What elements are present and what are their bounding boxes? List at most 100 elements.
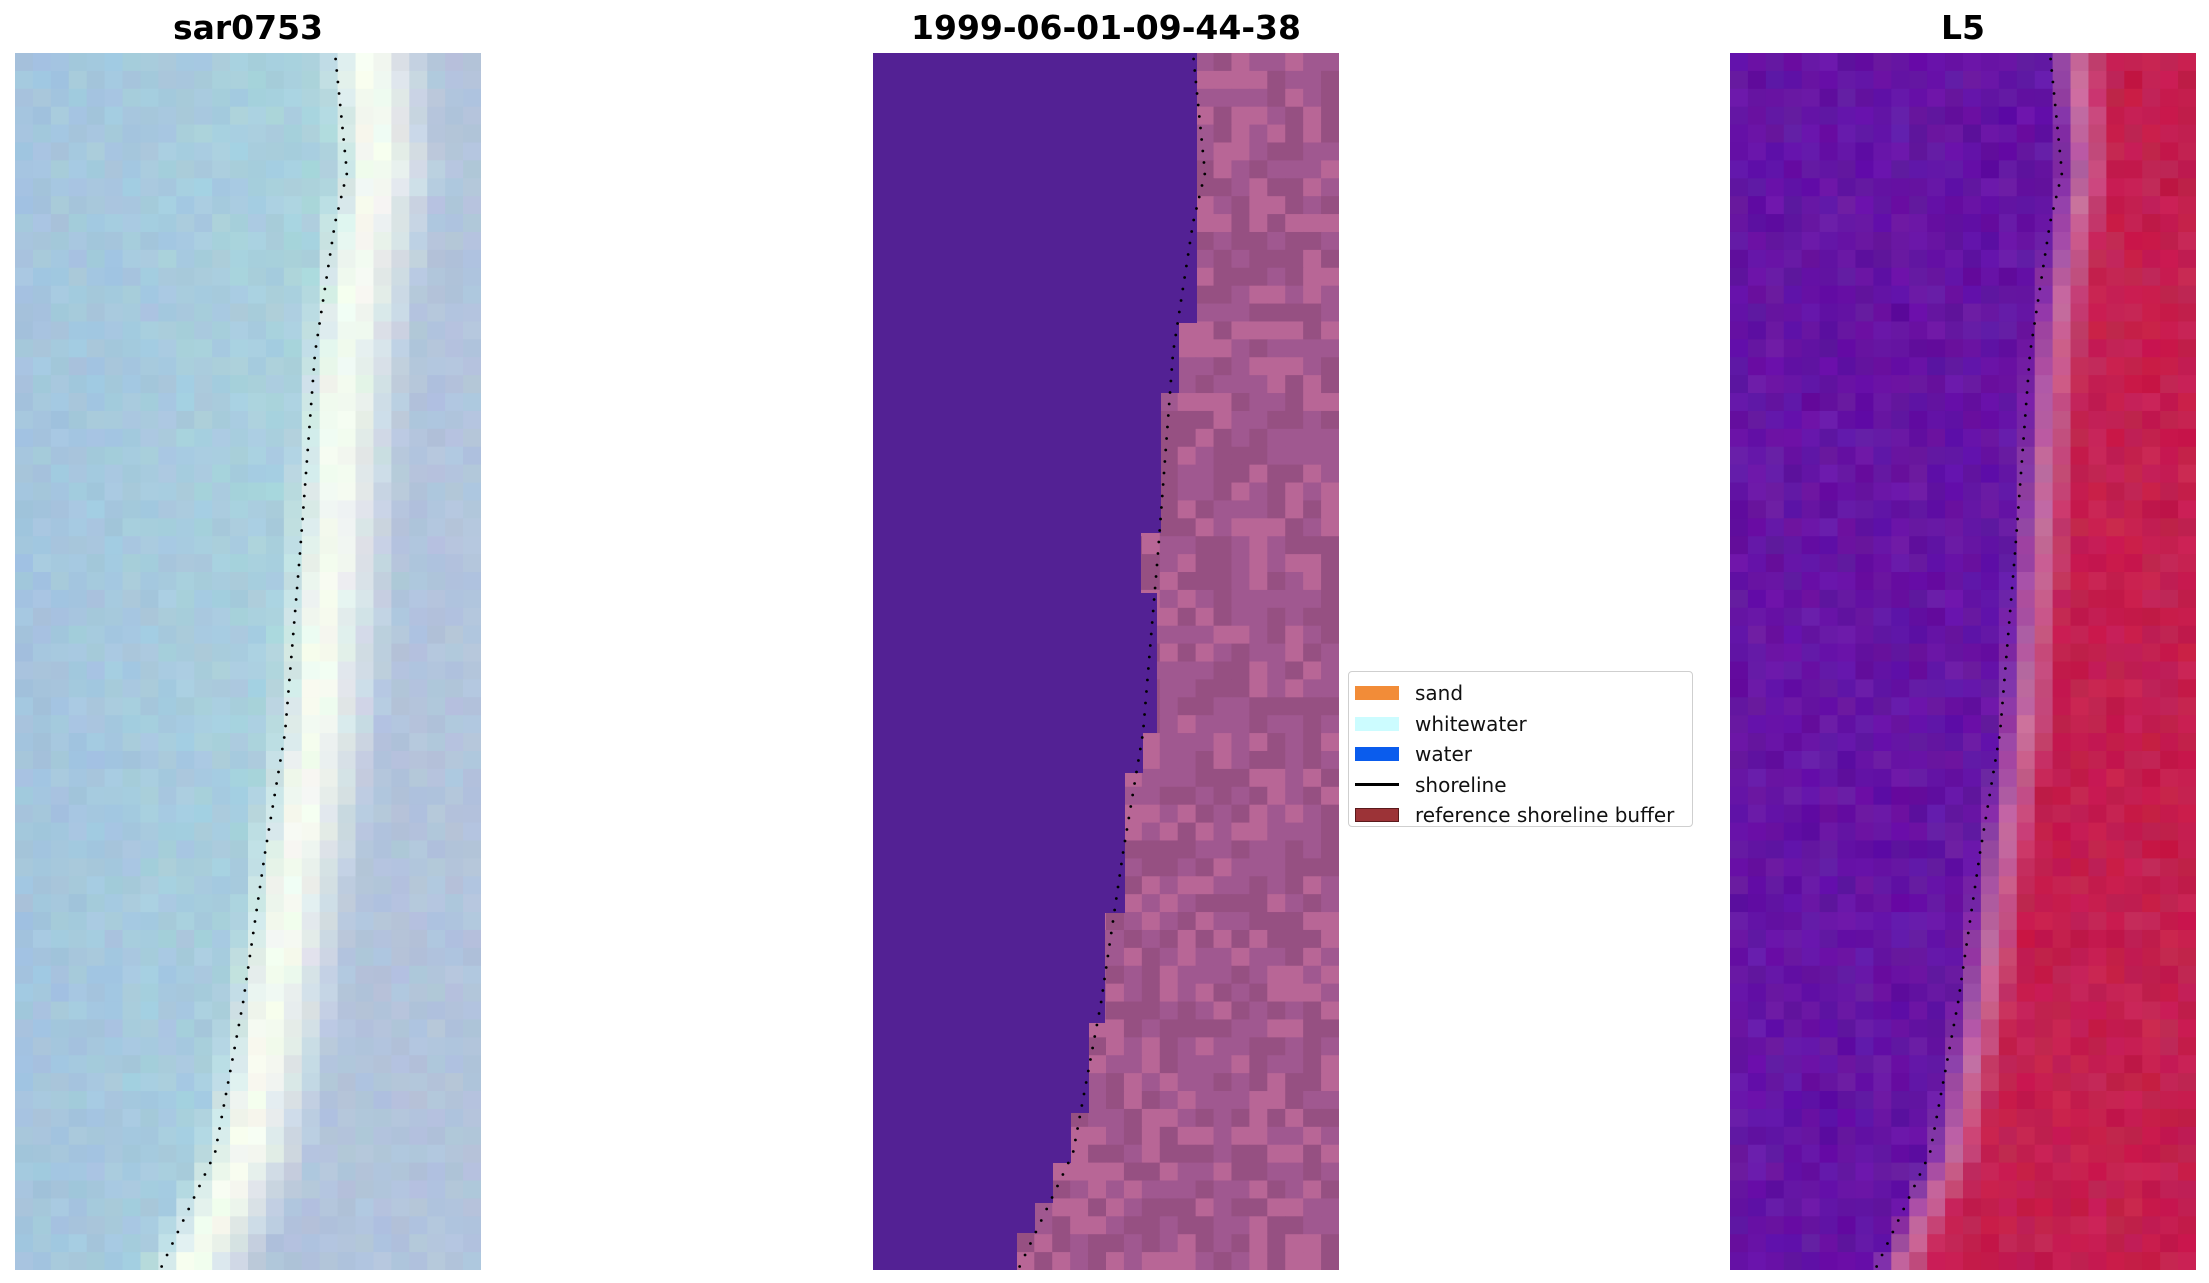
pixel [68,1019,88,1038]
pixel [1159,500,1179,519]
pixel [212,750,231,770]
pixel [283,88,303,108]
pixel [1855,786,1874,806]
pixel [230,106,249,126]
legend-swatch-reference-buffer [1355,808,1399,823]
rgb-pixel-grid [15,53,481,1270]
pixel [104,643,124,663]
pixel [391,124,410,144]
pixel [1267,894,1286,913]
pixel [445,858,464,877]
pixel [2052,786,2072,806]
pixel [373,625,392,645]
pixel [32,983,52,1003]
pixel [283,804,303,824]
pixel [373,321,392,340]
pixel [86,643,106,663]
pixel [2034,178,2054,197]
shoreline-dot [181,1219,185,1222]
pixel [2052,661,2072,680]
pixel [1249,1055,1268,1074]
pixel [1891,196,1910,215]
pixel [1303,1234,1322,1253]
pixel [265,876,285,895]
pixel [1267,124,1286,144]
pixel [337,1091,357,1110]
pixel [1123,1108,1143,1128]
pixel [1801,643,1821,663]
pixel [301,446,321,466]
pixel [194,178,213,197]
pixel [2178,679,2196,698]
pixel [1855,142,1874,161]
pixel [2088,339,2107,358]
pixel [337,1198,357,1217]
pixel [2088,786,2107,806]
pixel [1321,625,1339,645]
pixel [1177,876,1197,895]
pixel [122,214,142,233]
pixel [248,679,267,698]
pixel [355,1055,375,1074]
pixel [2016,357,2036,376]
pixel [1747,393,1767,412]
pixel [140,822,159,842]
pixel [2160,214,2179,233]
pixel [1891,643,1910,663]
pixel [1285,1180,1304,1200]
pixel [248,1162,267,1182]
pixel [104,607,124,627]
pixel [337,160,357,179]
pixel [1249,876,1268,895]
pixel [104,912,124,931]
pixel [1980,178,2000,197]
pixel [1177,661,1197,680]
shoreline-dot [258,885,262,889]
pixel [1873,214,1892,233]
pixel [1891,607,1910,627]
pixel [50,554,70,573]
pixel [1195,858,1215,877]
pixel [1783,410,1803,430]
pixel [1909,464,1928,484]
pixel [373,339,392,358]
pixel [68,53,88,72]
pixel [1730,876,1749,895]
pixel [1088,1055,1107,1074]
pixel [194,1126,213,1146]
shoreline-dot [1192,218,1196,222]
pixel [2016,178,2036,197]
shoreline-dot [208,1161,212,1165]
pixel [1891,625,1910,645]
pixel [212,929,231,949]
pixel [1765,446,1785,466]
pixel [1249,750,1268,770]
pixel [1783,196,1803,215]
pixel [1213,1162,1233,1182]
pixel [176,428,195,448]
pixel [2106,410,2125,430]
pixel [301,733,321,752]
pixel [2034,804,2054,824]
pixel [212,231,231,251]
pixel [104,106,124,126]
pixel [355,1252,375,1270]
pixel [265,1055,285,1074]
pixel [1088,1234,1107,1253]
pixel [86,572,106,591]
pixel [1837,822,1857,842]
pixel [265,428,285,448]
pixel [140,554,159,573]
pixel [283,249,303,269]
pixel [1231,804,1250,824]
pixel [1855,500,1874,519]
pixel [1195,464,1215,484]
pixel [265,160,285,179]
shoreline-dot [228,1069,232,1073]
pixel [409,160,428,179]
pixel [2052,178,2072,197]
pixel [1123,1162,1143,1182]
pixel [68,214,88,233]
shoreline-dot [267,828,271,831]
pixel [1891,536,1910,555]
